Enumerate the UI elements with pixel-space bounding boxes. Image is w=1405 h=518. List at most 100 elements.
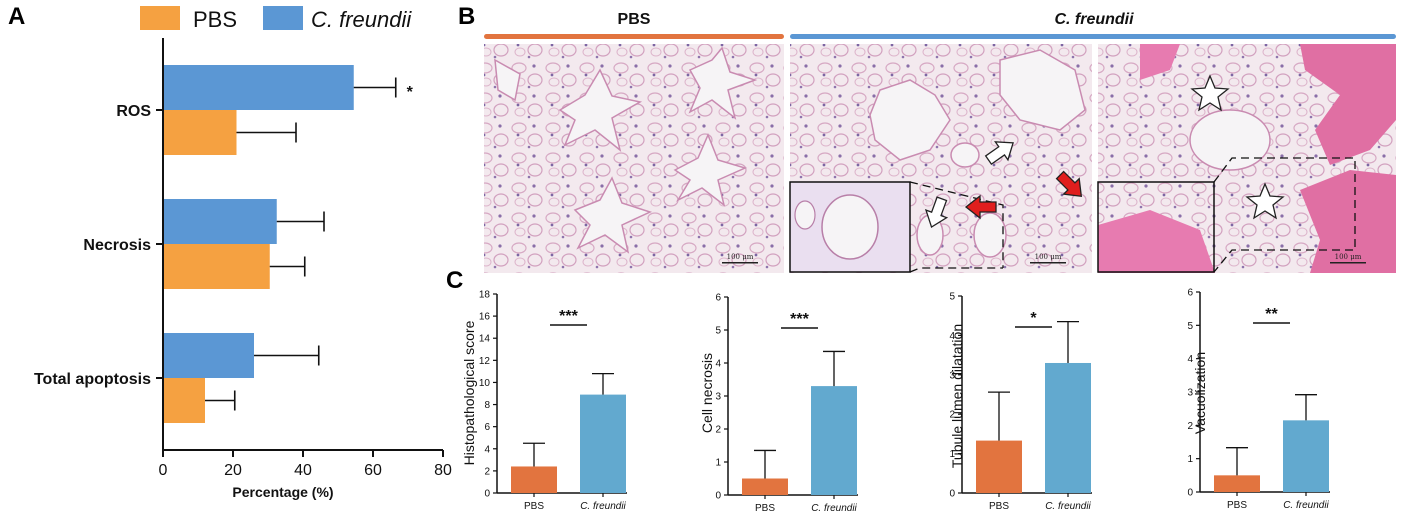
chart-cell-necrosis-y-tick-label: 6 [715,293,721,304]
bar-necrosis-pbs [164,244,270,289]
bar-cell-necrosis-pbs [742,478,788,495]
chart-histopathological-score-y-tick-label: 8 [484,400,490,411]
panel-a-x-tick-label: 40 [294,462,312,479]
panel-a-x-axis-title: Percentage (%) [232,484,333,500]
chart-vacuolization-y-tick-label: 0 [1187,488,1193,499]
bar-total-apoptosis-pbs [164,378,205,423]
white-arrow-1 [984,141,1014,166]
panel-a-x-tick-label: 80 [434,462,452,479]
chart-histopathological-score-y-tick-label: 4 [484,444,490,455]
chart-tubule-lumen-dilatation-y-tick-label: 5 [949,292,955,303]
chart-cell-necrosis-y-tick-label: 2 [715,425,721,436]
category-label-total-apoptosis: Total apoptosis [34,371,151,388]
panel-a-letter: A [8,3,25,30]
micrograph-pbs: 100 μm [484,44,784,273]
panel-a-legend: PBS C. freundii [140,6,412,32]
chart-vacuolization-x-label-pbs: PBS [1227,500,1247,511]
bar-necrosis-c-freundii [164,199,277,244]
scale-bar-2 [1030,262,1066,264]
chart-histopathological-score-y-tick-label: 16 [479,312,491,323]
panel-b-bar-pbs [484,34,784,39]
chart-histopathological-score-x-label-pbs: PBS [524,501,544,512]
chart-histopathological-score-x-label-c-freundii: C. freundii [580,501,626,512]
panel-b-header-cfreundii: C. freundii [1054,11,1134,28]
panel-b-letter: B [458,3,475,30]
bar-histopathological-score-c-freundii [580,394,626,493]
chart-vacuolization-y-tick-label: 1 [1187,454,1193,465]
chart-histopathological-score: 0 2 4 6 8 10 12 14 16 18 Histopathological score PB… [461,290,627,512]
chart-tubule-lumen-dilatation-significance: * [1030,310,1037,327]
chart-cell-necrosis-x-label-pbs: PBS [755,503,775,514]
chart-vacuolization: 0 1 2 3 4 5 6 Vacuolization PBS C. freundii ** [1187,288,1330,511]
scale-bar-3 [1330,262,1366,264]
panel-a-x-tick-label: 20 [224,462,242,479]
legend-swatch-pbs [140,6,180,30]
chart-vacuolization-y-tick-label: 4 [1187,354,1193,365]
significance-star-ros: * [407,84,414,101]
chart-tubule-lumen-dilatation-y-tick-label: 3 [949,370,955,381]
panel-b-header-pbs: PBS [618,11,651,28]
chart-cell-necrosis-y-tick-label: 0 [715,491,721,502]
white-star-1 [1190,74,1230,112]
legend-swatch-cfreundii [263,6,303,30]
chart-cell-necrosis-y-axis-title: Cell necrosis [699,353,715,433]
chart-tubule-lumen-dilatation-y-tick-label: 2 [949,410,955,421]
chart-histopathological-score-y-tick-label: 2 [484,466,490,477]
chart-histopathological-score-y-tick-label: 0 [484,489,490,500]
panel-a-chart: 0 20 40 60 80 Percentage (%) ROS Necrosis Total … [34,38,452,500]
chart-cell-necrosis-y-tick-label: 5 [715,326,721,337]
scale-bar-1 [722,262,758,264]
bar-total-apoptosis-c-freundii [164,333,254,378]
scale-bar-2-label: 100 μm [1035,253,1062,261]
scale-bar-1-label: 100 μm [727,253,754,261]
bar-vacuolization-c-freundii [1283,420,1329,492]
panel-a-x-tick-label: 60 [364,462,382,479]
chart-histopathological-score-y-tick-label: 10 [479,378,491,389]
chart-histopathological-score-y-tick-label: 6 [484,422,490,433]
panel-c-letter: C [446,267,463,294]
bar-cell-necrosis-c-freundii [811,386,857,495]
chart-histopathological-score-significance: *** [559,308,578,325]
chart-vacuolization-y-tick-label: 6 [1187,288,1193,299]
bar-vacuolization-pbs [1214,475,1260,492]
white-star-2 [1245,182,1285,220]
chart-tubule-lumen-dilatation-x-label-pbs: PBS [989,501,1009,512]
chart-vacuolization-significance: ** [1265,306,1278,323]
chart-tubule-lumen-dilatation-y-axis-title: Tubule lumen dilatation [949,324,965,468]
legend-label-pbs: PBS [193,7,237,32]
bar-tubule-lumen-dilatation-c-freundii [1045,362,1091,493]
red-arrow-1 [964,194,997,220]
chart-histopathological-score-y-axis-title: Histopathological score [461,320,477,465]
category-label-necrosis: Necrosis [83,237,151,254]
chart-cell-necrosis-y-tick-label: 1 [715,458,721,469]
category-label-ros: ROS [116,103,151,120]
chart-histopathological-score-y-tick-label: 18 [479,290,491,301]
bar-tubule-lumen-dilatation-pbs [976,440,1022,493]
chart-histopathological-score-y-tick-label: 14 [479,334,491,345]
chart-vacuolization-y-axis-title: Vacuolization [1192,352,1208,434]
scale-bar-3-label: 100 μm [1335,253,1362,261]
chart-cell-necrosis-x-label-c-freundii: C. freundii [811,503,857,514]
chart-tubule-lumen-dilatation-y-tick-label: 1 [949,449,955,460]
legend-label-cfreundii: C. freundii [311,7,412,32]
chart-cell-necrosis-y-tick-label: 3 [715,392,721,403]
bar-histopathological-score-pbs [511,466,557,493]
white-arrow-2 [924,196,949,229]
chart-vacuolization-y-tick-label: 2 [1187,421,1193,432]
chart-tubule-lumen-dilatation: 0 1 2 3 4 5 Tubule lumen dilatation PBS C. freun… [949,292,1092,512]
chart-cell-necrosis-significance: *** [790,311,809,328]
chart-cell-necrosis: 0 1 2 3 4 5 6 Cell necrosis PBS C. freundii *** [699,293,858,514]
micrograph-cfreundii-1: 100 μm [789,44,1092,273]
micrograph-cfreundii-2: 100 μm [1097,44,1396,273]
panel-a-x-tick-label: 0 [159,462,168,479]
chart-cell-necrosis-y-tick-label: 4 [715,359,721,370]
chart-tubule-lumen-dilatation-x-label-c-freundii: C. freundii [1045,501,1091,512]
bar-ros-c-freundii [164,65,354,110]
chart-tubule-lumen-dilatation-y-tick-label: 0 [949,489,955,500]
chart-vacuolization-x-label-c-freundii: C. freundii [1283,500,1329,511]
chart-vacuolization-y-tick-label: 5 [1187,321,1193,332]
panel-b-bar-cfreundii [790,34,1396,39]
chart-tubule-lumen-dilatation-y-tick-label: 4 [949,331,955,342]
